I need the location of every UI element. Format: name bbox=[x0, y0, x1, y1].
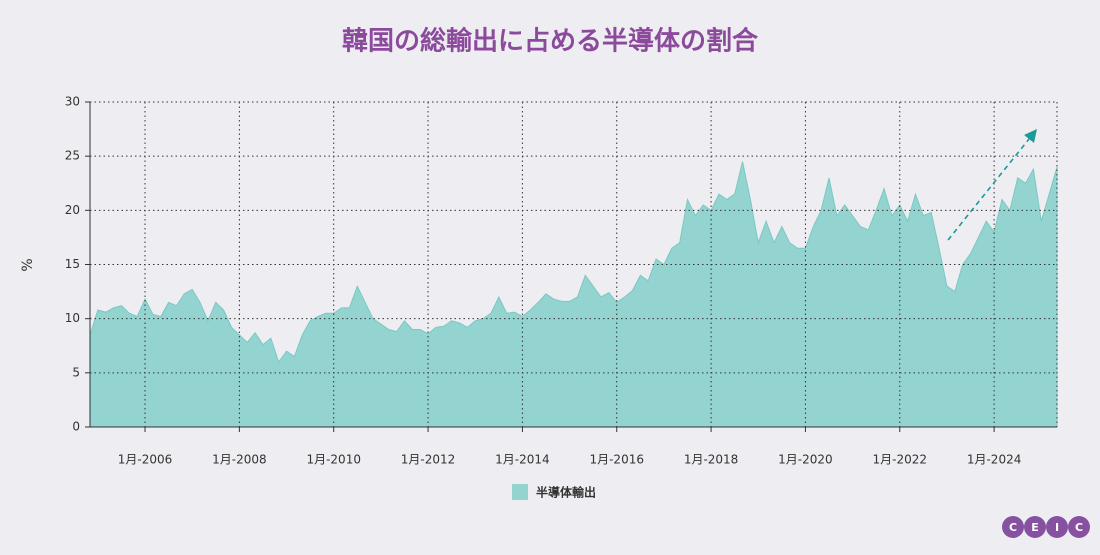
y-tick-label: 20 bbox=[65, 203, 80, 217]
logo-letter: I bbox=[1055, 521, 1059, 534]
x-tick-label: 1月-2006 bbox=[118, 453, 173, 467]
logo-circle bbox=[1024, 516, 1046, 538]
x-tick-label: 1月-2008 bbox=[212, 453, 267, 467]
y-tick-label: 0 bbox=[72, 420, 80, 434]
x-tick-label: 1月-2018 bbox=[684, 453, 739, 467]
x-tick-label: 1月-2012 bbox=[401, 453, 456, 467]
logo-circle bbox=[1002, 516, 1024, 538]
legend-swatch bbox=[512, 484, 528, 500]
x-tick-label: 1月-2024 bbox=[967, 453, 1022, 467]
x-tick-label: 1月-2022 bbox=[873, 453, 928, 467]
logo-letter: E bbox=[1031, 521, 1039, 534]
logo-circle bbox=[1068, 516, 1090, 538]
y-tick-label: 30 bbox=[65, 95, 80, 109]
y-tick-label: 5 bbox=[72, 365, 80, 379]
chart-title: 韓国の総輸出に占める半導体の割合 bbox=[342, 26, 759, 57]
y-tick-label: 25 bbox=[65, 149, 80, 163]
y-axis-label: % bbox=[20, 258, 36, 271]
x-tick-label: 1月-2016 bbox=[589, 453, 644, 467]
logo-letter: C bbox=[1009, 521, 1017, 534]
legend-label: 半導体輸出 bbox=[536, 485, 596, 500]
trend-arrow bbox=[947, 129, 1038, 241]
area bbox=[89, 161, 1058, 428]
x-tick-label: 1月-2020 bbox=[778, 453, 833, 467]
y-tick-label: 15 bbox=[65, 257, 80, 271]
logo-circle bbox=[1046, 516, 1068, 538]
x-tick-label: 1月-2014 bbox=[495, 453, 550, 467]
plot-area: 0 5 10 15 20 25 30 1月-2006 1月-2008 1月-2010 1月-2012… bbox=[65, 95, 1058, 500]
logo-letter: C bbox=[1075, 521, 1083, 534]
x-tick-label: 1月-2010 bbox=[306, 453, 361, 467]
y-tick-label: 10 bbox=[65, 311, 80, 325]
arrow bbox=[947, 129, 1038, 241]
